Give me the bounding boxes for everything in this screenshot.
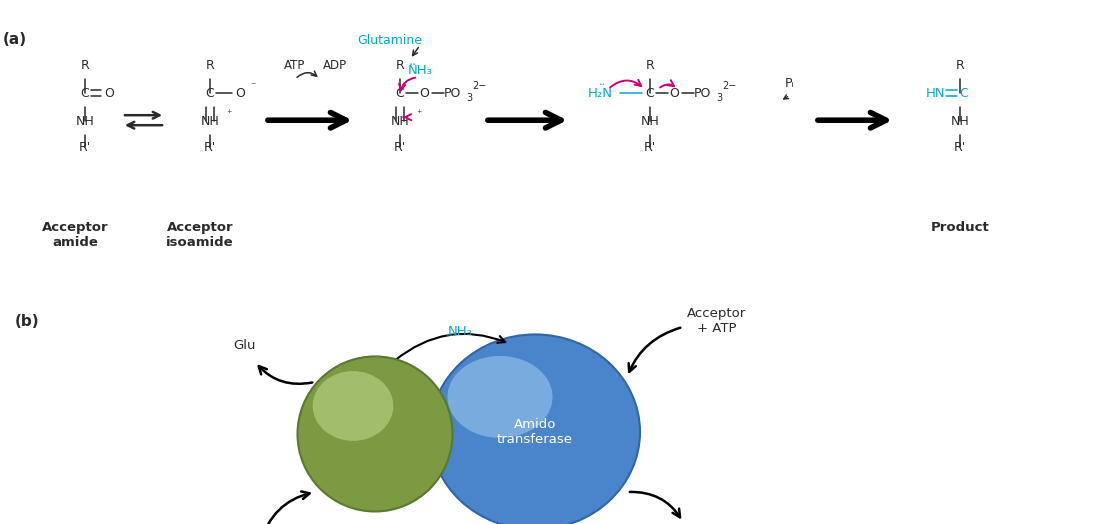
Text: O: O (104, 86, 114, 100)
Text: PO: PO (693, 86, 710, 100)
Text: Product: Product (931, 221, 989, 234)
Text: O: O (235, 86, 245, 100)
Text: ADP: ADP (323, 59, 347, 72)
Text: R: R (395, 59, 404, 72)
Text: R: R (646, 59, 654, 72)
Text: R: R (80, 59, 89, 72)
Text: 2−: 2− (722, 81, 737, 91)
Text: NH₃: NH₃ (448, 325, 472, 339)
Text: C: C (205, 86, 214, 100)
Text: C: C (960, 86, 968, 100)
Text: NH₃: NH₃ (407, 64, 433, 77)
Text: amide: amide (52, 236, 98, 249)
Text: NH: NH (391, 115, 410, 128)
Text: HN: HN (926, 86, 945, 100)
Text: Glutamine: Glutamine (358, 34, 423, 47)
Text: O: O (419, 86, 429, 100)
Text: O: O (669, 86, 679, 100)
Text: R': R' (204, 141, 216, 154)
Text: NH: NH (76, 115, 94, 128)
Text: R': R' (643, 141, 657, 154)
Ellipse shape (430, 334, 640, 524)
Ellipse shape (448, 356, 552, 438)
Text: R': R' (394, 141, 406, 154)
Ellipse shape (298, 356, 452, 511)
Text: Acceptor: Acceptor (42, 221, 109, 234)
Text: C: C (80, 86, 89, 100)
Text: Acceptor: Acceptor (687, 308, 747, 320)
Text: R': R' (954, 141, 966, 154)
Text: Pᵢ: Pᵢ (785, 77, 795, 90)
Text: (b): (b) (15, 314, 40, 330)
Text: 3: 3 (466, 93, 472, 103)
Text: R: R (205, 59, 214, 72)
Text: ⁻: ⁻ (250, 81, 256, 91)
Text: C: C (646, 86, 654, 100)
Ellipse shape (313, 371, 393, 441)
Text: R': R' (79, 141, 91, 154)
Text: ⁺: ⁺ (226, 109, 232, 119)
Text: ATP: ATP (284, 59, 305, 72)
Text: Glu: Glu (234, 340, 256, 353)
Text: R: R (955, 59, 964, 72)
Text: Glutaminase: Glutaminase (333, 428, 417, 441)
Text: ⋅⋅: ⋅⋅ (446, 331, 453, 343)
Text: 2−: 2− (472, 81, 486, 91)
Text: Amido
transferase: Amido transferase (497, 418, 573, 446)
Text: ⋅⋅: ⋅⋅ (598, 80, 605, 90)
Text: C: C (395, 86, 404, 100)
Text: NH: NH (201, 115, 220, 128)
Text: ⋅⋅: ⋅⋅ (408, 59, 417, 72)
Text: PO: PO (444, 86, 461, 100)
Text: 3: 3 (716, 93, 722, 103)
Text: ⁺: ⁺ (416, 109, 422, 119)
Text: isoamide: isoamide (166, 236, 234, 249)
Text: (a): (a) (3, 31, 27, 47)
Text: H₂N: H₂N (589, 86, 613, 100)
Text: + ATP: + ATP (697, 322, 737, 335)
Text: NH: NH (640, 115, 660, 128)
Text: Acceptor: Acceptor (167, 221, 233, 234)
Text: NH: NH (951, 115, 970, 128)
